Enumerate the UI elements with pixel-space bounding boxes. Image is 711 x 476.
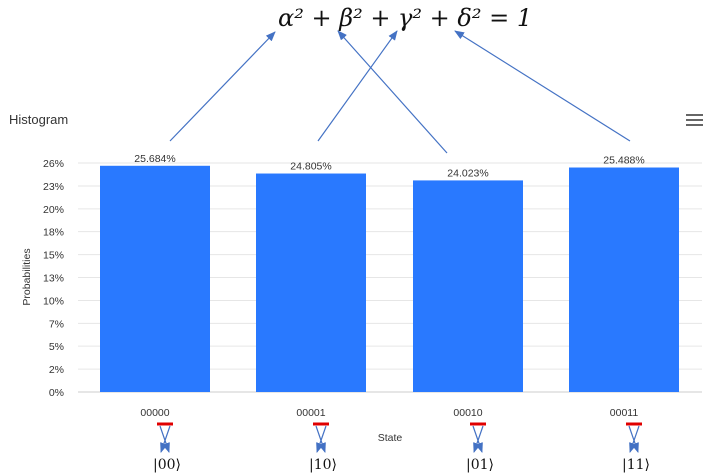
annotation-arrow [337, 30, 448, 154]
bar [256, 173, 366, 392]
y-tick-label: 26% [43, 158, 64, 170]
chart-title: Histogram [9, 112, 69, 127]
data-label: 25.684% [134, 153, 175, 165]
y-tick-label: 7% [49, 318, 64, 330]
x-tick-label: 00000 [140, 407, 169, 419]
y-tick-label: 5% [49, 341, 64, 353]
down-arrow [473, 425, 484, 453]
ket-label: |00⟩ [153, 457, 181, 473]
y-tick-label: 2% [49, 364, 64, 376]
bar [100, 165, 210, 392]
data-label: 24.805% [290, 161, 331, 173]
down-arrow [629, 425, 640, 453]
bar [569, 167, 679, 392]
y-tick-label: 23% [43, 181, 64, 193]
down-arrow [315, 425, 326, 453]
annotation-arrow [454, 30, 631, 142]
x-tick-label: 00011 [610, 407, 639, 419]
ket-label: |11⟩ [622, 457, 650, 473]
annotation-arrow [317, 30, 398, 142]
y-axis-label: Probabilities [21, 248, 33, 305]
y-tick-label: 13% [43, 273, 64, 285]
down-arrow [160, 425, 171, 453]
y-tick-label: 20% [43, 204, 64, 216]
y-tick-label: 15% [43, 250, 64, 262]
x-tick-label: 00010 [453, 407, 482, 419]
bar [413, 180, 523, 392]
down-arrow [628, 425, 639, 453]
data-label: 24.023% [447, 167, 488, 179]
ket-label: |01⟩ [466, 457, 494, 473]
down-arrow [472, 425, 483, 453]
ket-label: |10⟩ [309, 457, 337, 473]
normalization-formula: α² + β² + γ² + δ² = 1 [278, 4, 533, 32]
y-tick-label: 18% [43, 227, 64, 239]
x-axis-label: State [378, 432, 403, 444]
x-tick-label: 00001 [296, 407, 325, 419]
y-tick-label: 0% [49, 387, 64, 399]
down-arrow [316, 425, 327, 453]
data-label: 25.488% [603, 155, 644, 167]
hamburger-menu-icon[interactable] [686, 114, 703, 128]
down-arrow [159, 425, 170, 453]
annotation-arrow [169, 31, 276, 142]
y-tick-label: 10% [43, 295, 64, 307]
